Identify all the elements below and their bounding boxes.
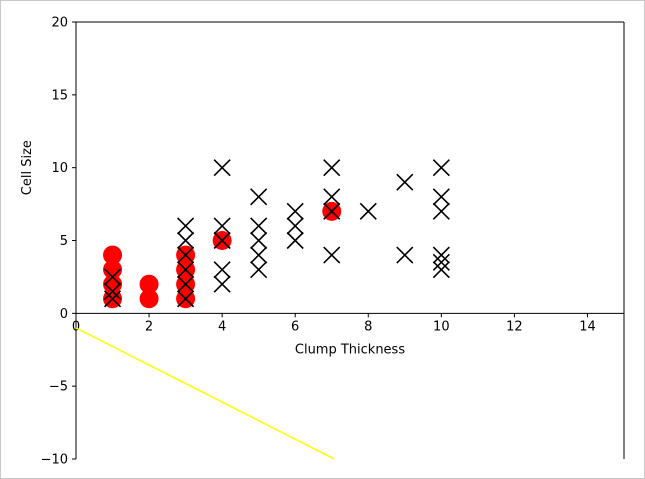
x-point	[250, 246, 268, 264]
x-point	[250, 231, 268, 250]
x-point	[432, 188, 450, 206]
y-tick-label: 20	[51, 16, 68, 31]
x-tick-label: 14	[579, 319, 596, 334]
y-tick-label: 10	[51, 161, 68, 176]
x-point	[177, 275, 195, 293]
x-point	[286, 202, 304, 220]
x-tick-label: 2	[145, 319, 153, 334]
x-point	[103, 268, 122, 286]
x-point	[396, 173, 414, 191]
circle-point	[103, 260, 123, 280]
x-point	[213, 261, 231, 279]
x-tick-label: 4	[218, 319, 226, 334]
x-point	[359, 202, 377, 220]
y-tick-label: 5	[60, 234, 68, 249]
x-tick-label: 6	[291, 319, 299, 334]
x-point	[286, 217, 304, 235]
x-point	[213, 217, 231, 235]
x-point	[323, 246, 341, 264]
y-tick-label: −5	[49, 380, 68, 395]
x-tick-label: 8	[364, 319, 372, 334]
x-point	[323, 202, 341, 220]
x-tick-label: 10	[433, 319, 450, 334]
circle-point	[103, 274, 123, 294]
y-axis-label: Cell Size	[20, 140, 35, 195]
x-point	[250, 217, 268, 235]
x-point	[213, 275, 231, 293]
fit-line	[75, 327, 335, 460]
x-point	[103, 290, 122, 308]
x-tick-label: 0	[72, 319, 80, 334]
x-point	[177, 231, 195, 250]
x-point	[213, 231, 231, 250]
x-point	[432, 261, 450, 279]
x-point	[323, 159, 341, 177]
x-point	[432, 253, 450, 271]
circle-point	[139, 274, 159, 294]
x-point	[177, 217, 195, 235]
x-point	[432, 246, 450, 264]
x-point	[177, 261, 195, 279]
x-point	[432, 202, 450, 220]
axes	[75, 21, 625, 459]
x-point	[396, 246, 414, 264]
x-point	[432, 159, 450, 177]
y-tick-label: 15	[51, 88, 68, 103]
x-tick-label: 12	[506, 319, 523, 334]
circle-point	[139, 289, 159, 309]
circle-point	[103, 245, 123, 265]
y-tick-label: −10	[41, 453, 68, 468]
y-tick-label: 0	[60, 307, 68, 322]
ticks: 0 2 4 6 8 10 12 14 −10 −5 0 5 10 15 20	[41, 16, 596, 468]
x-point	[286, 231, 304, 250]
x-point	[213, 159, 231, 177]
x-point	[103, 282, 122, 301]
data-marks	[103, 159, 450, 309]
x-point	[323, 188, 341, 206]
x-point	[250, 261, 268, 279]
x-point	[250, 188, 268, 206]
x-point	[177, 246, 195, 264]
x-point	[177, 290, 195, 308]
fit-lines	[75, 327, 335, 460]
x-axis-label: Clump Thickness	[295, 342, 405, 357]
